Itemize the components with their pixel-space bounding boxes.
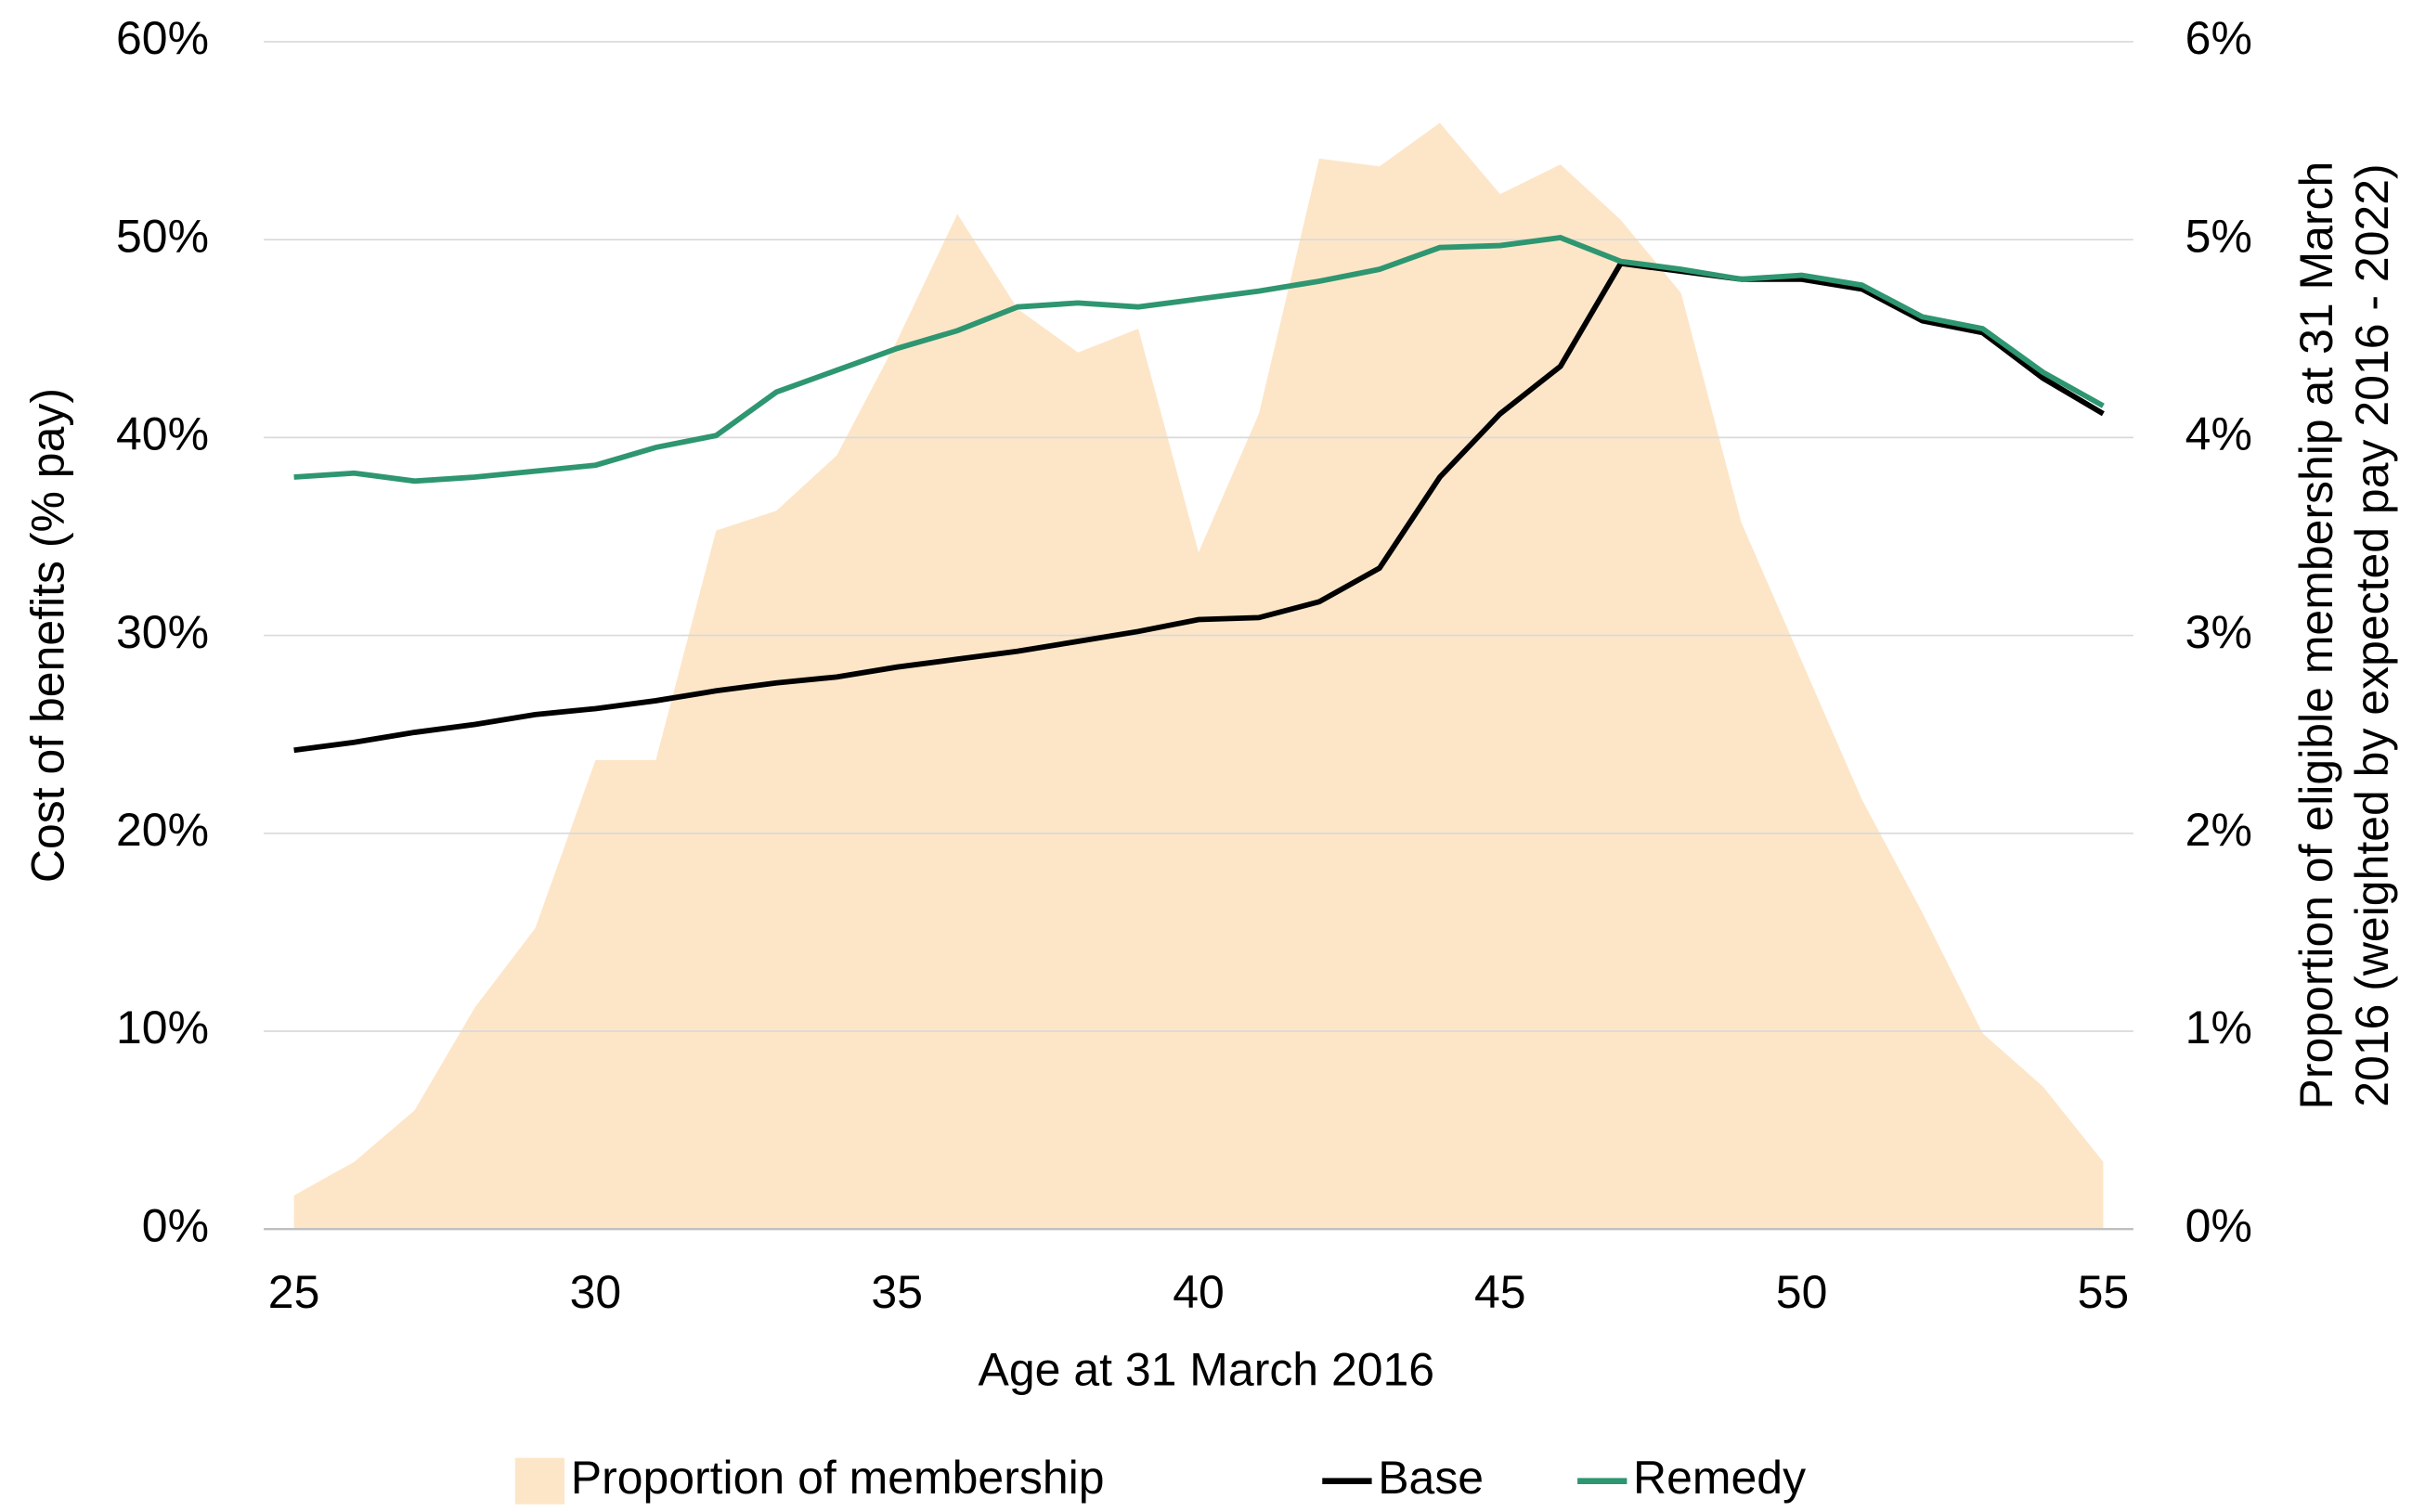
legend-label: Proportion of membership	[571, 1452, 1105, 1504]
y2-tick-label: 3%	[2185, 606, 2252, 658]
y-tick-label: 0%	[142, 1199, 209, 1251]
y2-tick-label: 6%	[2185, 12, 2252, 64]
x-tick-label: 35	[871, 1266, 923, 1318]
legend-swatch	[514, 1457, 565, 1505]
area	[293, 123, 2104, 1230]
y2-tick-label: 1%	[2185, 1002, 2252, 1053]
x-tick-label: 45	[1474, 1266, 1526, 1318]
y-axis-label: Cost of benefits (% pay)	[21, 388, 73, 883]
x-tick-label: 50	[1776, 1266, 1828, 1318]
line	[293, 260, 2105, 754]
y2-tick-label: 4%	[2185, 408, 2252, 460]
x-tick-label: 30	[570, 1266, 622, 1318]
y-tick-label: 40%	[116, 408, 209, 460]
y-tick-label: 30%	[116, 606, 209, 658]
legend-label: Remedy	[1633, 1452, 1806, 1504]
x-tick-label: 55	[2078, 1266, 2130, 1318]
y2-tick-label: 0%	[2185, 1199, 2252, 1251]
x-tick-label: 25	[268, 1266, 320, 1318]
y-tick-label: 50%	[116, 210, 209, 262]
y-tick-label: 20%	[116, 804, 209, 856]
y-tick-label: 10%	[116, 1002, 209, 1053]
y-tick-label: 60%	[116, 12, 209, 64]
x-tick-label: 40	[1173, 1266, 1225, 1318]
y2-tick-label: 2%	[2185, 804, 2252, 856]
y2-axis-label: 2016 (weighted by expected pay 2016 - 20…	[2346, 163, 2398, 1106]
y2-axis-label: Proportion of eligible membership at 31 …	[2290, 162, 2342, 1110]
y2-tick-label: 5%	[2185, 210, 2252, 262]
line	[293, 235, 2105, 485]
x-axis-label: Age at 31 March 2016	[979, 1343, 1435, 1395]
legend-label: Base	[1378, 1452, 1484, 1504]
